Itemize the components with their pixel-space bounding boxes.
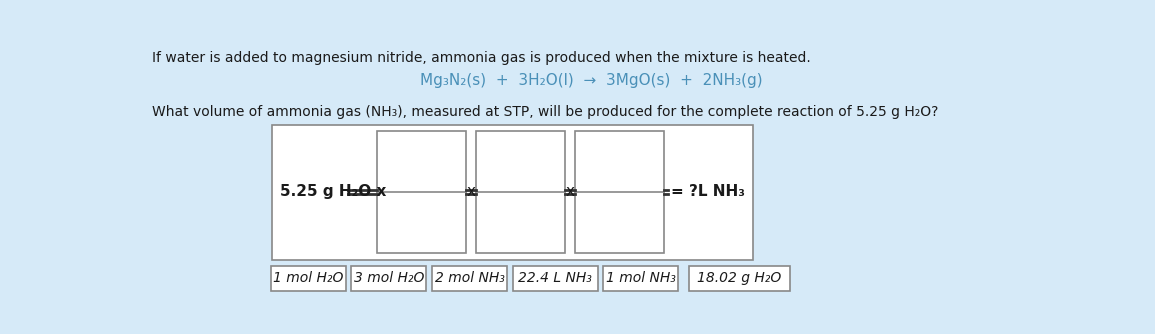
Text: = ?L NH₃: = ?L NH₃ xyxy=(671,184,745,199)
Text: 1 mol H₂O: 1 mol H₂O xyxy=(273,272,343,285)
Bar xyxy=(351,266,426,291)
Text: x: x xyxy=(467,184,476,199)
Bar xyxy=(513,266,598,291)
Bar xyxy=(432,266,507,291)
Text: 2 mol NH₃: 2 mol NH₃ xyxy=(434,272,505,285)
Bar xyxy=(690,266,790,291)
Text: If water is added to magnesium nitride, ammonia gas is produced when the mixture: If water is added to magnesium nitride, … xyxy=(152,51,811,65)
Text: 1 mol NH₃: 1 mol NH₃ xyxy=(606,272,676,285)
Bar xyxy=(603,266,678,291)
Text: 3 mol H₂O: 3 mol H₂O xyxy=(353,272,424,285)
Text: What volume of ammonia gas (NH₃), measured at STP, will be produced for the comp: What volume of ammonia gas (NH₃), measur… xyxy=(152,105,939,119)
Bar xyxy=(476,131,565,254)
Bar xyxy=(270,266,345,291)
Text: Mg₃N₂(s)  +  3H₂O(l)  →  3MgO(s)  +  2NH₃(g): Mg₃N₂(s) + 3H₂O(l) → 3MgO(s) + 2NH₃(g) xyxy=(420,72,762,88)
Bar xyxy=(377,131,465,254)
Text: 5.25 g H₂O x: 5.25 g H₂O x xyxy=(280,184,387,199)
Text: 18.02 g H₂O: 18.02 g H₂O xyxy=(698,272,782,285)
Text: 22.4 L NH₃: 22.4 L NH₃ xyxy=(519,272,593,285)
Bar xyxy=(575,131,664,254)
Bar xyxy=(273,125,753,260)
Text: x: x xyxy=(566,184,575,199)
